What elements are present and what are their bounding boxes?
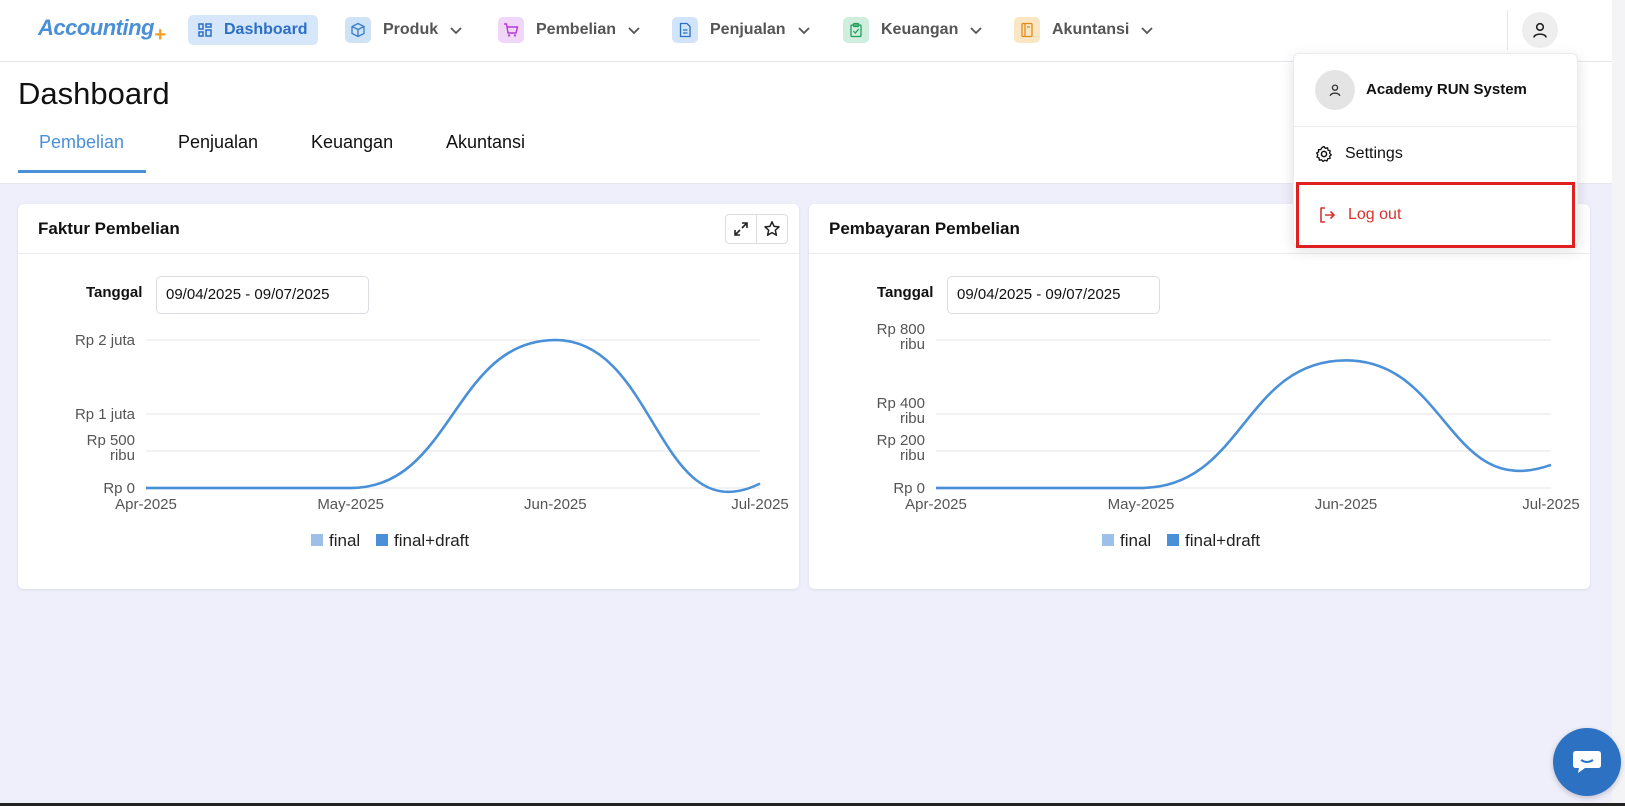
card-title: Faktur Pembelian [38, 219, 180, 238]
nav-produk-label: Produk [383, 21, 439, 38]
cart-icon [498, 17, 524, 43]
date-range-input[interactable]: 09/04/2025 - 09/07/2025 [156, 276, 369, 314]
y-tick-label: Rp 800 ribu [877, 321, 925, 353]
y-tick-label: Rp 200 ribu [877, 432, 925, 464]
nav-produk[interactable]: Produk [345, 15, 464, 45]
page-scrollbar[interactable] [1612, 0, 1625, 806]
x-tick-label: Jul-2025 [731, 496, 789, 513]
chat-support-button[interactable] [1553, 728, 1621, 796]
logout-menu-item[interactable]: Log out [1296, 182, 1575, 248]
page-title: Dashboard [18, 76, 170, 111]
tab-akuntansi[interactable]: Akuntansi [446, 132, 526, 152]
logo-text: Accounting [38, 15, 155, 40]
settings-menu-item[interactable]: Settings [1294, 128, 1577, 180]
y-tick-label: Rp 1 juta [75, 406, 136, 423]
legend-swatch[interactable] [1167, 534, 1179, 546]
x-tick-label: Apr-2025 [905, 496, 967, 513]
tab-penjualan[interactable]: Penjualan [178, 132, 259, 152]
series-line-final-draft [936, 359, 1552, 490]
series-line-final-draft [146, 338, 761, 493]
user-avatar-button[interactable] [1522, 12, 1558, 48]
legend-label[interactable]: final [1120, 531, 1151, 550]
expand-button[interactable] [725, 214, 757, 244]
window-bottom-edge [0, 803, 1625, 806]
star-icon [764, 221, 780, 236]
x-tick-label: May-2025 [317, 496, 384, 513]
pembayaran-pembelian-card: Pembayaran Pembelian Tanggal 09/04/2025 … [809, 204, 1590, 589]
y-tick-label: Rp 0 [893, 480, 925, 497]
legend-label[interactable]: final+draft [394, 531, 469, 550]
purchase-payment-chart: Rp 0 Rp 200 ribu Rp 400 ribu Rp 800 ribu Apr-20… [877, 321, 1580, 550]
user-name: Academy RUN System [1366, 81, 1527, 98]
date-label: Tanggal [877, 284, 934, 301]
top-navbar: Accounting+ Dashboard Produk Pembelian P… [0, 0, 1612, 62]
x-tick-label: Jul-2025 [1522, 496, 1580, 513]
gear-icon [1315, 145, 1333, 163]
nav-divider [1507, 10, 1508, 50]
y-tick-label: Rp 2 juta [75, 332, 136, 349]
date-range-input[interactable]: 09/04/2025 - 09/07/2025 [947, 276, 1160, 314]
avatar [1315, 70, 1355, 110]
y-tick-label: Rp 400 ribu [877, 395, 925, 427]
nav-penjualan[interactable]: Penjualan [672, 15, 812, 45]
date-label: Tanggal [86, 284, 143, 301]
x-tick-label: Jun-2025 [1315, 496, 1378, 513]
logout-icon [1318, 206, 1336, 224]
nav-pembelian[interactable]: Pembelian [498, 15, 642, 45]
card-header: Pembayaran Pembelian [809, 204, 1590, 254]
nav-dashboard-label: Dashboard [224, 21, 308, 38]
legend-swatch[interactable] [1102, 534, 1114, 546]
card-title: Pembayaran Pembelian [829, 219, 1020, 238]
clipboard-icon [843, 17, 869, 43]
chevron-down-icon [450, 27, 462, 35]
box-icon [345, 17, 371, 43]
logout-label: Log out [1348, 206, 1402, 223]
user-icon [1329, 84, 1341, 97]
x-tick-label: Jun-2025 [524, 496, 587, 513]
chat-bubble-icon [1573, 751, 1601, 773]
nav-pembelian-label: Pembelian [536, 21, 617, 38]
logo-plus: + [154, 24, 166, 46]
tab-keuangan[interactable]: Keuangan [311, 132, 394, 152]
dropdown-user-header: Academy RUN System [1294, 54, 1577, 127]
x-tick-label: May-2025 [1108, 496, 1175, 513]
user-menu-dropdown: Academy RUN System Settings Log out [1293, 53, 1578, 248]
app-logo[interactable]: Accounting+ [38, 15, 166, 46]
chevron-down-icon [1141, 27, 1153, 35]
card-header: Faktur Pembelian [18, 204, 799, 254]
purchase-invoice-chart: Rp 0 Rp 500 ribu Rp 1 juta Rp 2 juta Apr-2025… [75, 332, 789, 550]
y-tick-label: Rp 500 ribu [87, 432, 135, 464]
x-tick-label: Apr-2025 [115, 496, 177, 513]
nav-penjualan-label: Penjualan [710, 21, 786, 38]
favorite-button[interactable] [756, 214, 788, 244]
legend-label[interactable]: final+draft [1185, 531, 1260, 550]
active-tab-indicator [18, 170, 146, 173]
chevron-down-icon [970, 27, 982, 35]
faktur-pembelian-card: Faktur Pembelian Tanggal 09/04/2025 - 09… [18, 204, 799, 589]
nav-keuangan[interactable]: Keuangan [843, 15, 984, 45]
chevron-down-icon [797, 27, 810, 35]
document-icon [672, 17, 698, 43]
y-tick-label: Rp 0 [103, 480, 135, 497]
tab-pembelian[interactable]: Pembelian [39, 132, 125, 152]
nav-akuntansi-label: Akuntansi [1052, 21, 1130, 38]
expand-icon [734, 222, 748, 236]
legend-swatch[interactable] [311, 534, 323, 546]
settings-label: Settings [1345, 145, 1403, 162]
nav-akuntansi[interactable]: Akuntansi [1014, 15, 1155, 45]
nav-keuangan-label: Keuangan [881, 21, 959, 38]
legend-swatch[interactable] [376, 534, 388, 546]
book-icon [1014, 17, 1040, 43]
legend-label[interactable]: final [329, 531, 360, 550]
nav-dashboard[interactable]: Dashboard [188, 15, 318, 45]
chevron-down-icon [628, 27, 640, 35]
user-icon [1533, 22, 1547, 38]
dashboard-grid-icon [196, 21, 214, 39]
